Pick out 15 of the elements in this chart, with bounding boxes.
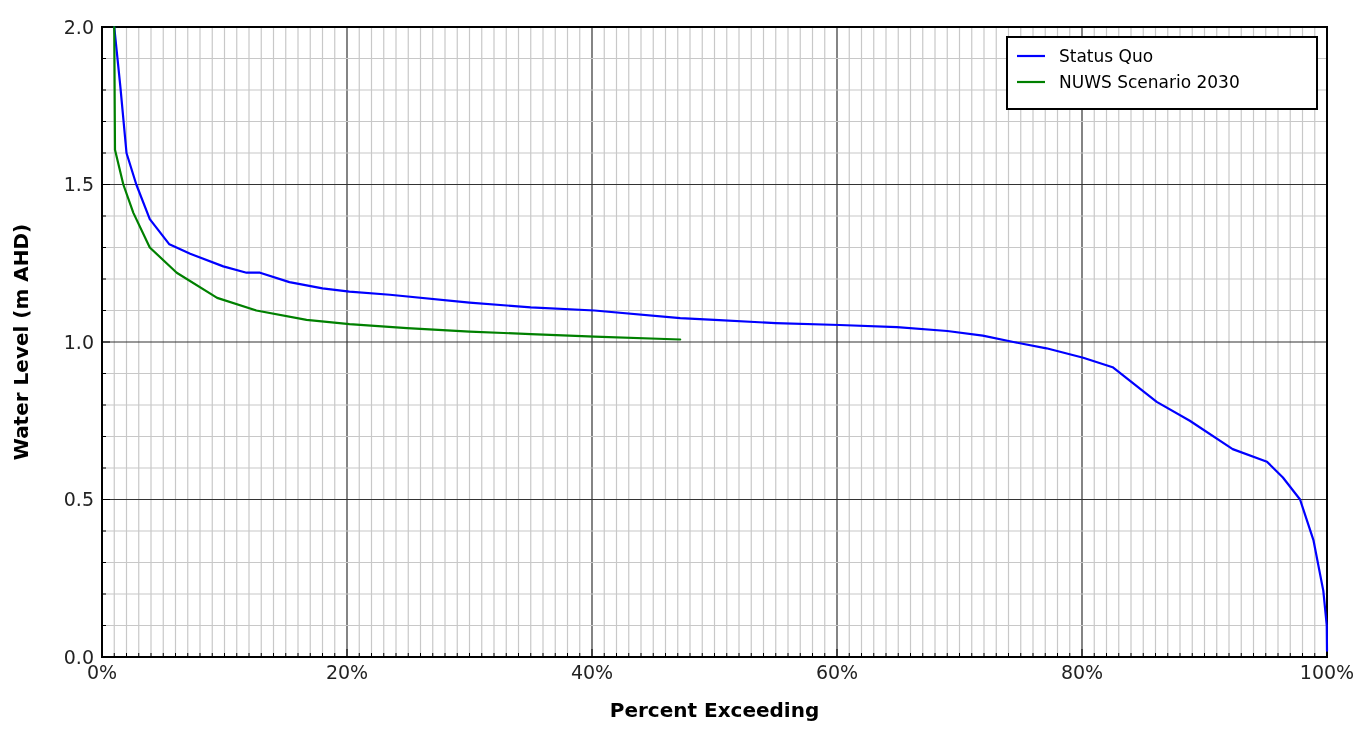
y-tick-label: 1.5 — [63, 173, 94, 196]
legend-label: Status Quo — [1059, 45, 1154, 66]
x-tick-label: 60% — [815, 661, 859, 683]
x-tick-label: 20% — [325, 661, 369, 683]
x-tick-label: 80% — [1060, 661, 1104, 683]
y-tick-label: 2.0 — [63, 15, 94, 38]
legend-label: NUWS Scenario 2030 — [1059, 71, 1240, 92]
line-series — [113, 25, 1329, 652]
x-tick-label: 100% — [1299, 661, 1355, 683]
x-axis-title: Percent Exceeding — [609, 698, 820, 722]
y-tick-label: 0.5 — [63, 488, 94, 511]
x-tick-label: 40% — [570, 661, 614, 683]
y-tick-label: 1.0 — [63, 330, 94, 353]
y-axis-title: Water Level (m AHD) — [9, 223, 33, 461]
line-series — [113, 25, 682, 341]
